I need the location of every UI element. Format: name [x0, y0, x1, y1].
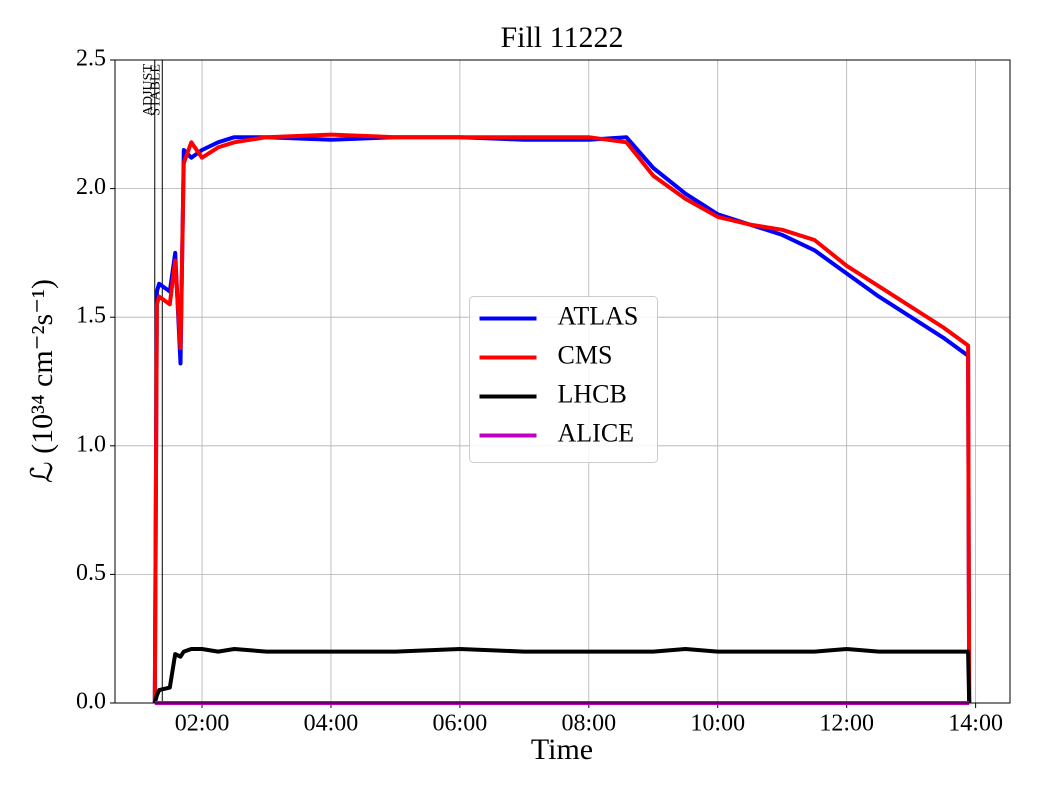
y-tick-label: 1.5: [76, 303, 106, 329]
x-tick-label: 04:00: [304, 711, 359, 737]
legend-label: ATLAS: [558, 301, 639, 330]
y-tick-label: 2.5: [76, 46, 106, 72]
legend-box: [469, 296, 658, 463]
x-tick-label: 06:00: [433, 711, 488, 737]
x-tick-label: 08:00: [561, 711, 616, 737]
legend-label: CMS: [558, 340, 613, 369]
plot-frame: [114, 59, 1011, 704]
x-tick-label: 12:00: [819, 711, 874, 737]
y-tick-label: 2.0: [76, 174, 106, 200]
y-tick-label: 0.0: [76, 689, 106, 715]
legend-label: ALICE: [558, 418, 635, 447]
series-line: [152, 132, 972, 704]
y-axis-label: ℒ (10³⁴ cm⁻²s⁻¹): [26, 279, 59, 483]
chart-title: Fill 11222: [500, 21, 623, 54]
x-tick-label: 10:00: [690, 711, 745, 737]
y-tick-label: 1.0: [76, 431, 106, 457]
series-line: [152, 647, 972, 704]
y-tick-label: 0.5: [76, 560, 106, 586]
x-tick-label: 14:00: [948, 711, 1003, 737]
x-axis-label: Time: [531, 733, 593, 766]
legend-label: LHCB: [558, 379, 627, 408]
marker-label: ADJUST: [141, 64, 156, 117]
marker-label: STABLE: [148, 64, 163, 116]
x-tick-label: 02:00: [175, 711, 230, 737]
